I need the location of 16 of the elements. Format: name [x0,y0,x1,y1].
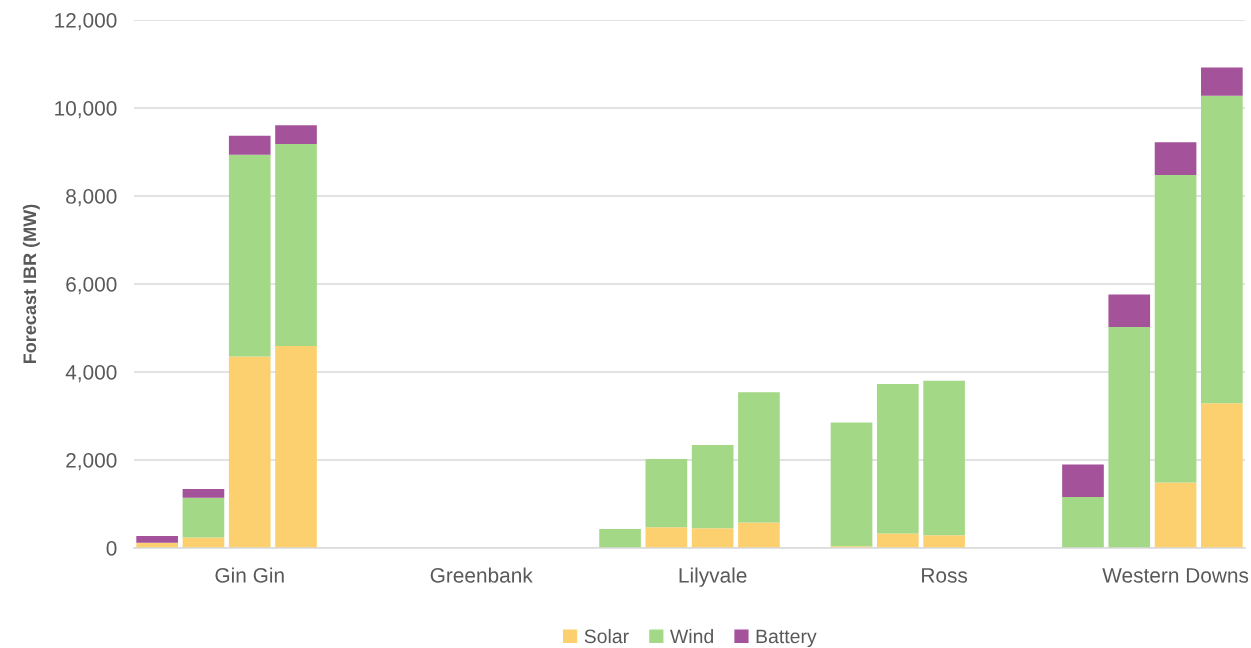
x-tick-label: Gin Gin [215,567,284,583]
y-tick-label: 0 [106,541,117,556]
x-tick-label: Greenbank [430,567,533,583]
y-tick-label: 12,000 [55,13,117,31]
legend-label: Battery [756,629,817,648]
y-tick-label: 2,000 [66,453,117,471]
y-axis-title: Forecast IBR (MW) [22,204,40,364]
x-tick-label: Ross [922,568,968,583]
y-tick-label: 6,000 [66,277,117,295]
y-tick-label: 4,000 [65,365,117,383]
legend-label: Solar [584,628,629,644]
y-tick-label: 10,000 [55,101,117,119]
x-tick-label: Lilyvale [679,567,747,587]
y-tick-label: 8,000 [66,189,117,207]
legend-label: Wind [670,628,713,644]
x-tick-label: Western Downs [1102,568,1249,583]
